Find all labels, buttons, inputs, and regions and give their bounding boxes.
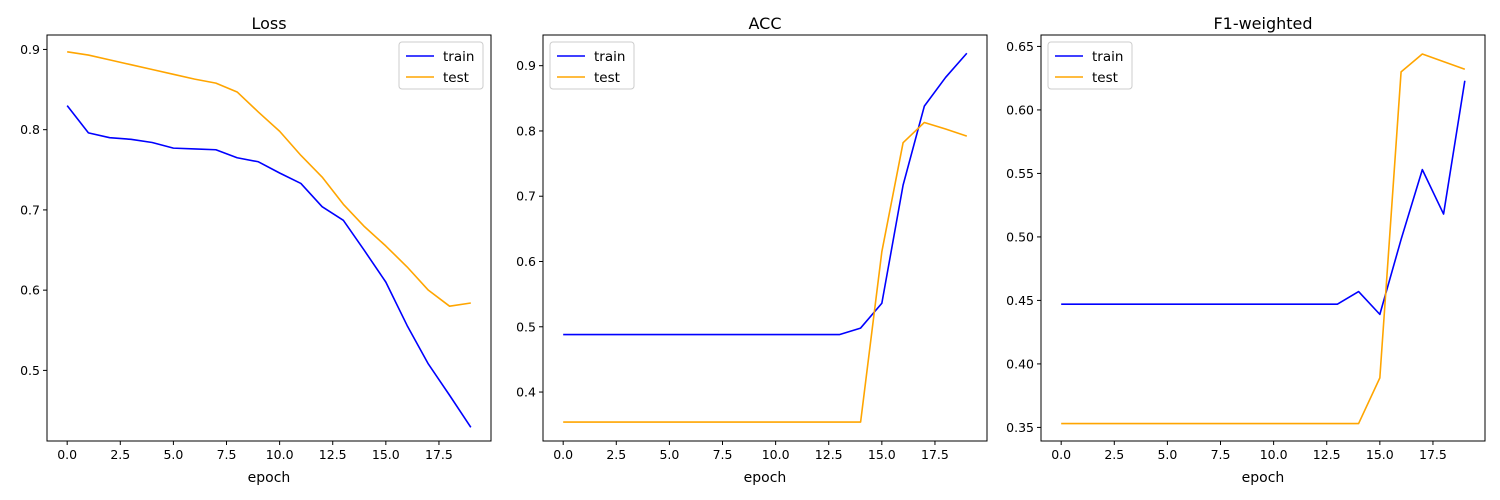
acc-xtick-label: 10.0 (762, 447, 790, 462)
loss-legend-label-test: test (443, 70, 469, 86)
f1-weighted-subplot: F1-weighted epoch 0.0 2.5 5.0 7.5 10.0 12.5 15… (1006, 14, 1486, 486)
f1-weighted-xtick-label: 17.5 (1419, 447, 1447, 462)
f1-weighted-xtick-label: 10.0 (1260, 447, 1288, 462)
f1-weighted-ytick-label: 0.60 (1006, 102, 1034, 117)
acc-subplot: ACC epoch 0.0 2.5 5.0 7.5 10.0 12.5 15.0 17.5 0.… (516, 14, 988, 486)
acc-xtick-label: 17.5 (921, 447, 949, 462)
loss-test-line (67, 51, 471, 308)
f1-weighted-ytick-label: 0.50 (1006, 229, 1034, 244)
acc-xtick-label: 0.0 (553, 447, 573, 462)
acc-xtick-label: 15.0 (868, 447, 896, 462)
f1-weighted-ytick-label: 0.55 (1006, 166, 1034, 181)
loss-title: Loss (251, 14, 286, 33)
acc-train-line (563, 52, 968, 336)
loss-xtick-label: 17.5 (425, 447, 453, 462)
f1-weighted-xtick-label: 5.0 (1157, 447, 1177, 462)
loss-xlabel: epoch (248, 470, 291, 486)
loss-ytick-label: 0.8 (20, 122, 40, 137)
loss-ytick-label: 0.9 (20, 42, 40, 57)
f1-weighted-xtick-label: 12.5 (1313, 447, 1341, 462)
acc-test-line (563, 121, 968, 423)
loss-legend-label-train: train (443, 49, 474, 65)
f1-weighted-legend-label-train: train (1092, 49, 1123, 65)
acc-ytick-label: 0.9 (516, 58, 536, 73)
loss-ytick-label: 0.5 (20, 363, 40, 378)
loss-xtick-label: 12.5 (319, 447, 347, 462)
acc-ytick-label: 0.8 (516, 123, 536, 138)
f1-weighted-train-line (1061, 80, 1466, 316)
acc-xlabel: epoch (744, 470, 787, 486)
acc-title: ACC (748, 14, 781, 33)
f1-weighted-ytick-label: 0.45 (1006, 293, 1034, 308)
loss-ytick-label: 0.7 (20, 202, 40, 217)
loss-xtick-label: 2.5 (110, 447, 130, 462)
loss-xtick-label: 10.0 (266, 447, 294, 462)
f1-weighted-legend-label-test: test (1092, 70, 1118, 86)
acc-legend: train test (549, 41, 635, 90)
f1-weighted-test-line (1061, 53, 1466, 425)
loss-xtick-label: 5.0 (163, 447, 183, 462)
f1-weighted-ytick-label: 0.65 (1006, 39, 1034, 54)
f1-weighted-xtick-label: 0.0 (1051, 447, 1071, 462)
loss-subplot: Loss epoch 0.0 2.5 5.0 7.5 10.0 12.5 15.0 17.5 0… (20, 14, 492, 486)
f1-weighted-ytick-label: 0.35 (1006, 420, 1034, 435)
acc-xtick-label: 2.5 (606, 447, 626, 462)
acc-legend-label-test: test (594, 70, 620, 86)
loss-train-line (66, 105, 472, 428)
loss-legend: train test (398, 41, 484, 90)
f1-weighted-xlabel: epoch (1242, 470, 1285, 486)
acc-xtick-label: 7.5 (713, 447, 733, 462)
acc-ytick-label: 0.7 (516, 189, 536, 204)
f1-weighted-xtick-label: 15.0 (1366, 447, 1394, 462)
acc-ytick-label: 0.5 (516, 319, 536, 334)
loss-xtick-label: 15.0 (372, 447, 400, 462)
f1-weighted-ytick-label: 0.40 (1006, 356, 1034, 371)
acc-xtick-label: 12.5 (815, 447, 843, 462)
acc-xtick-label: 5.0 (659, 447, 679, 462)
loss-xtick-label: 7.5 (217, 447, 237, 462)
loss-ytick-label: 0.6 (20, 283, 40, 298)
f1-weighted-title: F1-weighted (1213, 14, 1312, 33)
f1-weighted-xtick-label: 7.5 (1211, 447, 1231, 462)
acc-ytick-label: 0.6 (516, 254, 536, 269)
f1-weighted-xtick-label: 2.5 (1104, 447, 1124, 462)
f1-weighted-legend: train test (1047, 41, 1133, 90)
acc-ytick-label: 0.4 (516, 385, 536, 400)
loss-xtick-label: 0.0 (57, 447, 77, 462)
acc-legend-label-train: train (594, 49, 625, 65)
